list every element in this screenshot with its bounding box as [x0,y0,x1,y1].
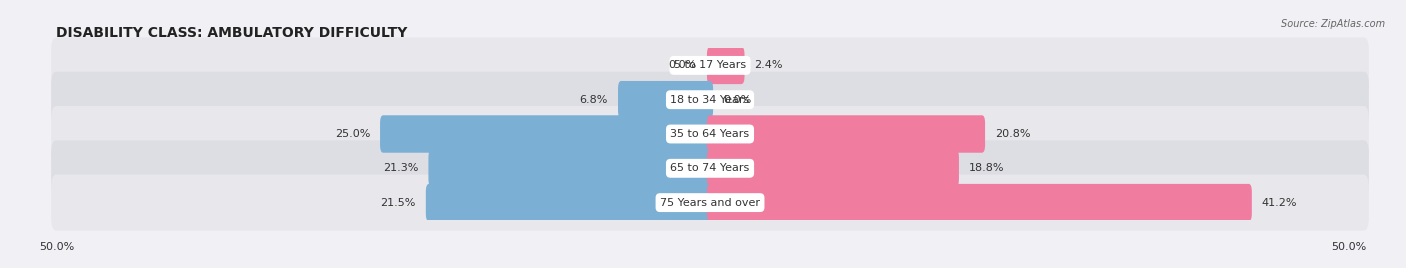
Text: 65 to 74 Years: 65 to 74 Years [671,163,749,173]
Text: 2.4%: 2.4% [755,60,783,70]
Text: 35 to 64 Years: 35 to 64 Years [671,129,749,139]
Text: 75 Years and over: 75 Years and over [659,198,761,208]
FancyBboxPatch shape [380,115,713,153]
Text: 21.3%: 21.3% [382,163,419,173]
Text: 18 to 34 Years: 18 to 34 Years [671,95,749,105]
FancyBboxPatch shape [619,81,713,118]
Text: 0.0%: 0.0% [723,95,751,105]
FancyBboxPatch shape [707,115,986,153]
FancyBboxPatch shape [707,184,1251,221]
Text: 25.0%: 25.0% [335,129,370,139]
FancyBboxPatch shape [51,140,1369,196]
Text: 41.2%: 41.2% [1261,198,1298,208]
Text: DISABILITY CLASS: AMBULATORY DIFFICULTY: DISABILITY CLASS: AMBULATORY DIFFICULTY [56,26,408,40]
FancyBboxPatch shape [429,150,713,187]
Text: 50.0%: 50.0% [1331,242,1367,252]
FancyBboxPatch shape [426,184,713,221]
Text: 50.0%: 50.0% [39,242,75,252]
Text: 0.0%: 0.0% [669,60,697,70]
FancyBboxPatch shape [51,72,1369,128]
Text: 18.8%: 18.8% [969,163,1004,173]
FancyBboxPatch shape [51,37,1369,94]
Text: 6.8%: 6.8% [579,95,607,105]
FancyBboxPatch shape [707,47,745,84]
Text: 5 to 17 Years: 5 to 17 Years [673,60,747,70]
Text: 21.5%: 21.5% [381,198,416,208]
Text: 20.8%: 20.8% [995,129,1031,139]
FancyBboxPatch shape [707,150,959,187]
FancyBboxPatch shape [51,174,1369,231]
Text: Source: ZipAtlas.com: Source: ZipAtlas.com [1281,19,1385,29]
FancyBboxPatch shape [51,106,1369,162]
